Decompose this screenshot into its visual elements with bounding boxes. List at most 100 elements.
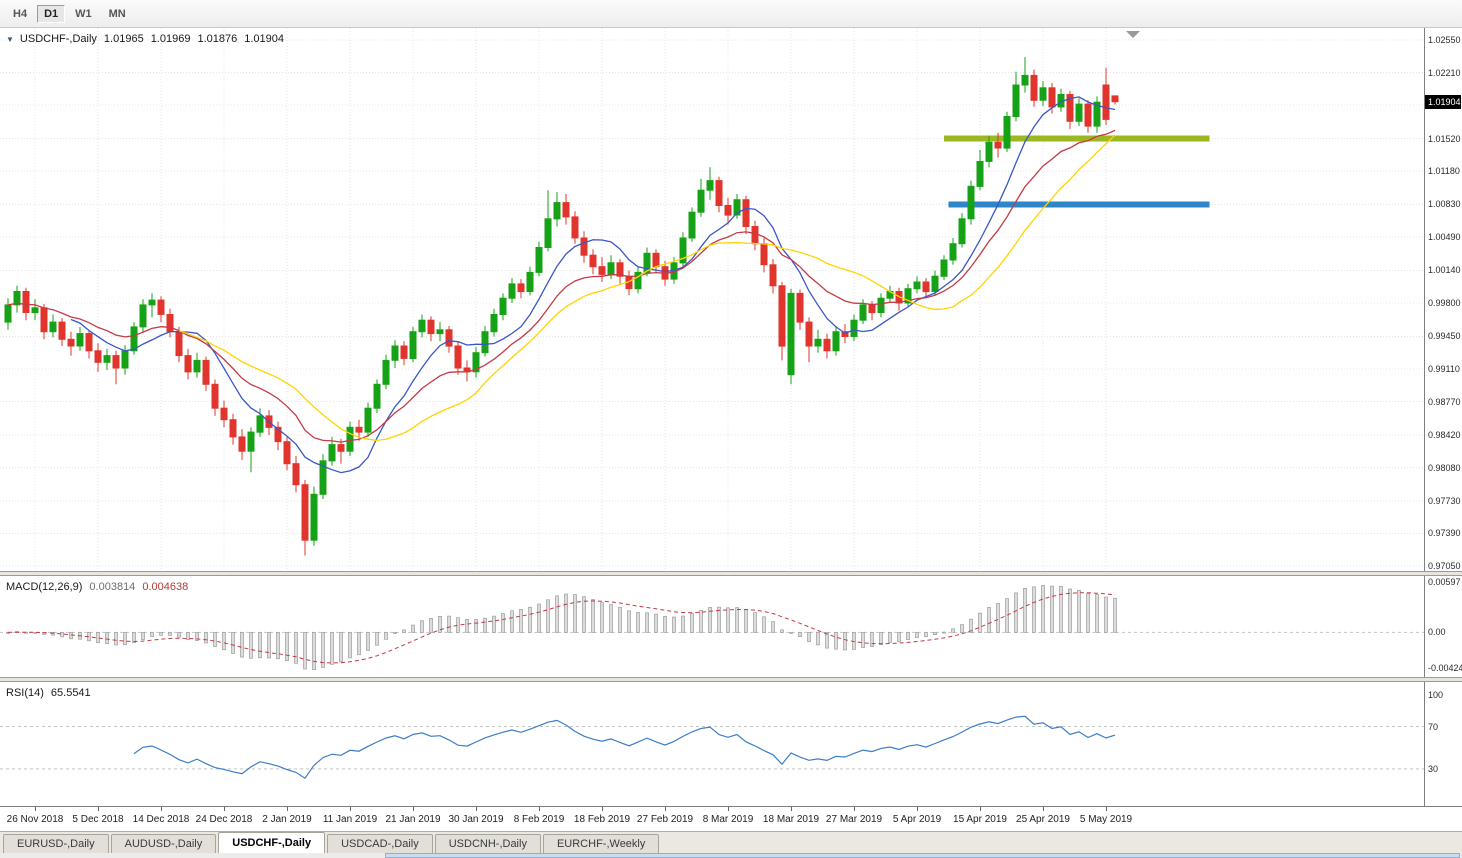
- candle: [337, 444, 345, 452]
- macd-histogram: [6, 585, 1117, 671]
- candle: [1048, 87, 1056, 108]
- candle: [1084, 103, 1092, 127]
- time-axis-tick: [1106, 807, 1107, 811]
- price-axis-label: 0.98420: [1428, 430, 1461, 440]
- candle: [751, 226, 759, 245]
- scrollbar-thumb[interactable]: [385, 853, 1460, 858]
- candle: [220, 407, 228, 421]
- candle: [796, 292, 804, 323]
- price-axis-label: 0.99450: [1428, 331, 1461, 341]
- chart-tab-usdchf-daily[interactable]: USDCHF-,Daily: [218, 832, 326, 853]
- candle: [130, 326, 138, 352]
- candle: [67, 338, 75, 347]
- rsi-value: 65.5541: [50, 687, 91, 699]
- time-axis-tick: [98, 807, 99, 811]
- candle: [769, 264, 777, 287]
- time-axis-tick: [602, 807, 603, 811]
- time-axis-label: 21 Jan 2019: [385, 814, 441, 825]
- chart-tab-audusd-daily[interactable]: AUDUSD-,Daily: [110, 834, 217, 853]
- main-chart-panel: 1.02550 1.02210 1.01520 1.01180 1.00830 1.004…: [0, 28, 1462, 571]
- macd-axis[interactable]: 0.00597 0.00 -0.00424: [1424, 576, 1462, 677]
- time-axis-tick: [539, 807, 540, 811]
- rsi-plot[interactable]: [0, 682, 1424, 806]
- candle: [22, 291, 30, 313]
- candle: [715, 180, 723, 207]
- timeframe-button-mn[interactable]: MN: [108, 7, 126, 20]
- price-axis[interactable]: 1.02550 1.02210 1.01520 1.01180 1.00830 1.004…: [1424, 28, 1462, 571]
- candle: [535, 247, 543, 273]
- candle: [256, 415, 264, 433]
- candle: [949, 243, 957, 261]
- candle: [553, 202, 561, 220]
- candle: [427, 319, 435, 335]
- candle: [778, 285, 786, 347]
- time-axis-label: 5 Dec 2018: [72, 814, 124, 825]
- candle: [49, 321, 57, 333]
- timeframe-button-d1[interactable]: D1: [37, 4, 66, 23]
- candle: [238, 436, 246, 452]
- candle: [157, 299, 165, 315]
- candle: [679, 237, 687, 264]
- candle: [1102, 84, 1110, 120]
- candle: [967, 185, 975, 220]
- candle: [292, 463, 300, 486]
- candle: [4, 304, 12, 323]
- time-axis-tick: [1043, 807, 1044, 811]
- time-axis-tick: [350, 807, 351, 811]
- main-chart-plot[interactable]: [0, 28, 1424, 571]
- time-axis-label: 24 Dec 2018: [195, 814, 253, 825]
- price-axis-label: 1.02210: [1428, 68, 1461, 78]
- chart-tab-usdcad-daily[interactable]: USDCAD-,Daily: [327, 834, 433, 853]
- rsi-line: [133, 715, 1116, 780]
- candle: [310, 493, 318, 541]
- price-axis-label: 0.99110: [1428, 364, 1460, 374]
- candle: [598, 266, 606, 275]
- time-axis[interactable]: 26 Nov 2018 5 Dec 2018 14 Dec 2018 24 Dec 2…: [0, 806, 1462, 831]
- time-axis-tick: [287, 807, 288, 811]
- candle: [805, 321, 813, 347]
- candle: [472, 352, 480, 373]
- candle: [481, 331, 489, 354]
- panel-splitter-macd[interactable]: [0, 571, 1462, 576]
- grid-layer: [0, 28, 1424, 571]
- chart-tab-eurusd-daily[interactable]: EURUSD-,Daily: [3, 834, 109, 853]
- time-axis-tick: [476, 807, 477, 811]
- candle: [814, 338, 822, 347]
- chart-shift-marker[interactable]: [1126, 31, 1140, 38]
- candle: [832, 331, 840, 352]
- rsi-axis-label: 100: [1428, 690, 1444, 700]
- candle: [913, 281, 921, 290]
- ohlc-high: 1.01969: [150, 33, 191, 45]
- candle: [742, 199, 750, 227]
- symbol-dropdown-icon[interactable]: ▼: [6, 34, 14, 44]
- candle: [976, 161, 984, 187]
- candle: [823, 338, 831, 352]
- time-axis-label: 5 Apr 2019: [892, 814, 942, 825]
- horizontal-scrollbar[interactable]: [0, 853, 1462, 858]
- panel-splitter-rsi[interactable]: [0, 677, 1462, 682]
- candle: [328, 444, 336, 462]
- timeframe-button-w1[interactable]: W1: [75, 7, 92, 20]
- candle: [40, 307, 48, 333]
- candle: [544, 218, 552, 249]
- candle: [400, 345, 408, 359]
- candle: [319, 460, 327, 495]
- rsi-axis[interactable]: 100 70 30: [1424, 682, 1462, 806]
- candle: [517, 283, 525, 293]
- time-axis-tick: [161, 807, 162, 811]
- chart-tab-usdcnh-daily[interactable]: USDCNH-,Daily: [434, 834, 541, 853]
- rsi-axis-label: 30: [1428, 764, 1439, 774]
- macd-plot[interactable]: [0, 576, 1424, 677]
- timeframe-button-h4[interactable]: H4: [13, 7, 28, 20]
- candle: [931, 275, 939, 292]
- current-price-badge: 1.01904: [1425, 95, 1461, 109]
- candle: [607, 262, 615, 275]
- candle: [166, 314, 174, 333]
- price-axis-label: 1.00490: [1428, 232, 1461, 242]
- candle: [499, 297, 507, 316]
- time-axis-tick: [413, 807, 414, 811]
- price-axis-label: 0.97050: [1428, 561, 1461, 571]
- chart-tab-eurchf-weekly[interactable]: EURCHF-,Weekly: [542, 834, 660, 853]
- candle: [445, 329, 453, 347]
